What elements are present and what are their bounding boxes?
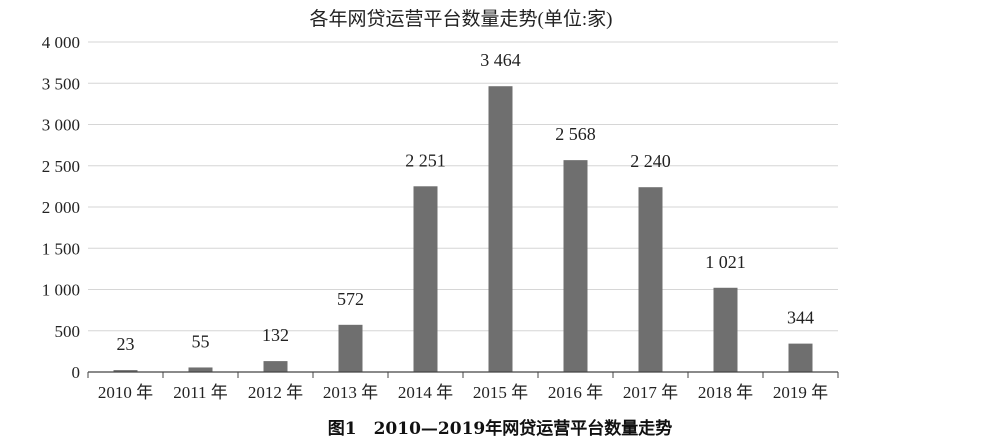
- bars: 23 55 132 572 2 251 3 464 2 568 2 240 1 021 344: [113, 50, 814, 372]
- bar: [338, 324, 363, 372]
- bar: [563, 160, 588, 372]
- data-label: 3 464: [480, 50, 521, 70]
- y-tick-label: 2 000: [42, 198, 80, 217]
- bar: [263, 361, 288, 372]
- y-tick-label: 0: [72, 363, 81, 382]
- y-tick-label: 1 500: [42, 239, 80, 258]
- x-tick-label: 2015 年: [473, 383, 528, 402]
- bar: [713, 287, 738, 372]
- figure-caption: 图1 2010—2019年网贷运营平台数量走势: [327, 419, 673, 439]
- data-label: 1 021: [705, 252, 746, 272]
- x-tick-label: 2010 年: [98, 383, 153, 402]
- x-tick-label: 2018 年: [698, 383, 753, 402]
- y-tick-label: 2 500: [42, 157, 80, 176]
- data-label: 2 568: [555, 124, 596, 144]
- gridlines: [88, 41, 838, 332]
- data-label: 344: [787, 308, 814, 328]
- y-tick-label: 3 500: [42, 74, 80, 93]
- y-tick-label: 500: [55, 322, 81, 341]
- bar-chart: 各年网贷运营平台数量走势(单位:家) 0 500 1 000 1 500 2 000 2 …: [42, 8, 839, 402]
- x-tick-label: 2011 年: [173, 383, 228, 402]
- data-label: 2 251: [405, 150, 446, 170]
- x-tick-label: 2014 年: [398, 383, 453, 402]
- x-tick-label: 2016 年: [548, 383, 603, 402]
- bar: [488, 86, 513, 372]
- data-label: 572: [337, 289, 364, 309]
- data-label: 2 240: [630, 151, 671, 171]
- data-label: 132: [262, 325, 289, 345]
- y-axis: 0 500 1 000 1 500 2 000 2 500 3 000 3 500 4 000: [42, 33, 80, 382]
- bar: [113, 370, 138, 372]
- y-tick-label: 3 000: [42, 116, 80, 135]
- x-tick-label: 2017 年: [623, 383, 678, 402]
- y-tick-label: 1 000: [42, 281, 80, 300]
- x-tick-label: 2013 年: [323, 383, 378, 402]
- data-label: 55: [192, 331, 210, 351]
- bar: [638, 187, 663, 372]
- bar: [188, 367, 213, 372]
- bar: [413, 186, 438, 372]
- x-tick-label: 2012 年: [248, 383, 303, 402]
- x-tick-label: 2019 年: [773, 383, 828, 402]
- bar: [788, 343, 813, 372]
- data-label: 23: [117, 334, 135, 354]
- chart-title: 各年网贷运营平台数量走势(单位:家): [310, 8, 613, 30]
- y-tick-label: 4 000: [42, 33, 80, 52]
- x-axis: 2010 年 2011 年 2012 年 2013 年 2014 年 2015 年 2016…: [87, 371, 839, 402]
